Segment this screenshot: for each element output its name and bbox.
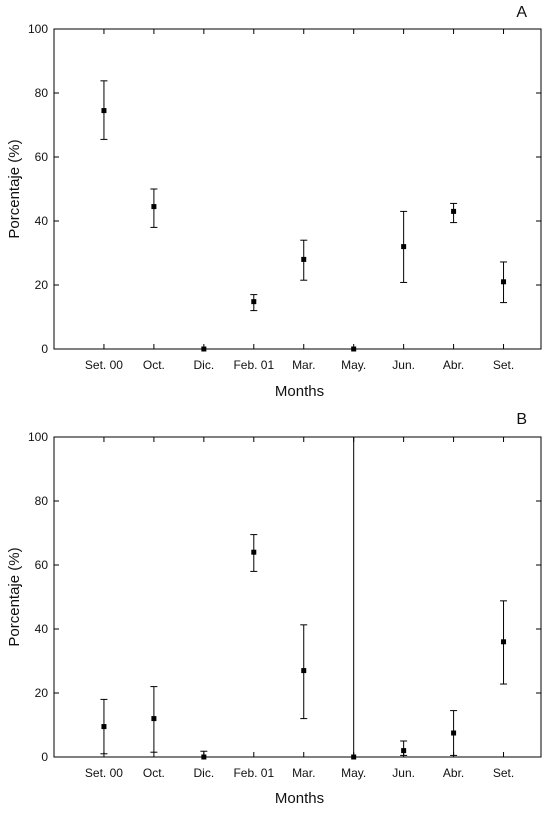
- x-tick-label: Set.: [493, 766, 514, 780]
- y-tick-label: 60: [35, 558, 49, 572]
- y-tick-label: 0: [41, 750, 48, 764]
- data-point: [451, 730, 457, 736]
- y-tick-label: 0: [41, 342, 48, 356]
- y-tick-label: 100: [28, 22, 48, 36]
- data-point: [301, 256, 307, 262]
- panel-label: B: [516, 411, 527, 428]
- x-tick-label: Set. 00: [85, 358, 123, 372]
- x-tick-label: Set. 00: [85, 766, 123, 780]
- data-point: [151, 204, 157, 210]
- y-axis-title: Porcentaje (%): [6, 547, 23, 646]
- data-point: [401, 244, 407, 250]
- y-tick-label: 60: [35, 150, 49, 164]
- x-tick-label: Abr.: [443, 766, 464, 780]
- data-point: [351, 346, 357, 352]
- chart-panel-B: 0 20 40 60 80 100 Set. 00 Oct. Dic. Feb. 01 Mar. Ma…: [6, 411, 542, 807]
- x-tick-label: Abr.: [443, 358, 464, 372]
- x-tick-label: Feb. 01: [233, 766, 274, 780]
- data-point: [401, 748, 407, 754]
- data-point: [151, 716, 157, 722]
- x-tick-label: Mar.: [292, 766, 315, 780]
- data-point: [101, 108, 107, 114]
- data-point: [501, 279, 507, 285]
- x-tick-label: May.: [341, 766, 366, 780]
- x-tick-label: May.: [341, 358, 366, 372]
- y-tick-label: 80: [35, 86, 49, 100]
- x-tick-label: Jun.: [392, 358, 415, 372]
- x-tick-label: Mar.: [292, 358, 315, 372]
- plot-frame: [53, 436, 542, 758]
- x-axis-title: Months: [275, 790, 324, 807]
- x-tick-label: Oct.: [143, 358, 165, 372]
- panel-label: A: [516, 4, 527, 21]
- x-axis-title: Months: [275, 383, 324, 400]
- x-tick-label: Jun.: [392, 766, 415, 780]
- y-axis-title: Porcentaje (%): [6, 139, 23, 238]
- data-point: [351, 754, 357, 760]
- y-tick-label: 20: [35, 278, 49, 292]
- x-tick-label: Set.: [493, 358, 514, 372]
- x-tick-label: Feb. 01: [233, 358, 274, 372]
- y-tick-label: 80: [35, 494, 49, 508]
- x-tick-label: Dic.: [194, 358, 215, 372]
- data-point: [501, 639, 507, 645]
- x-tick-label: Oct.: [143, 766, 165, 780]
- data-point: [301, 668, 307, 674]
- chart-panel-A: 0 20 40 60 80 100 Set. 00 Oct. Dic. Feb. 01 Mar. Ma…: [6, 4, 542, 400]
- data-point: [451, 208, 457, 214]
- x-tick-label: Dic.: [194, 766, 215, 780]
- y-tick-label: 40: [35, 214, 49, 228]
- data-point: [101, 724, 107, 730]
- data-point: [251, 549, 257, 555]
- y-tick-label: 40: [35, 622, 49, 636]
- data-point: [201, 754, 207, 760]
- data-point: [201, 346, 207, 352]
- plot-frame: [53, 28, 542, 350]
- y-tick-label: 20: [35, 686, 49, 700]
- y-tick-label: 100: [28, 430, 48, 444]
- data-point: [251, 299, 257, 305]
